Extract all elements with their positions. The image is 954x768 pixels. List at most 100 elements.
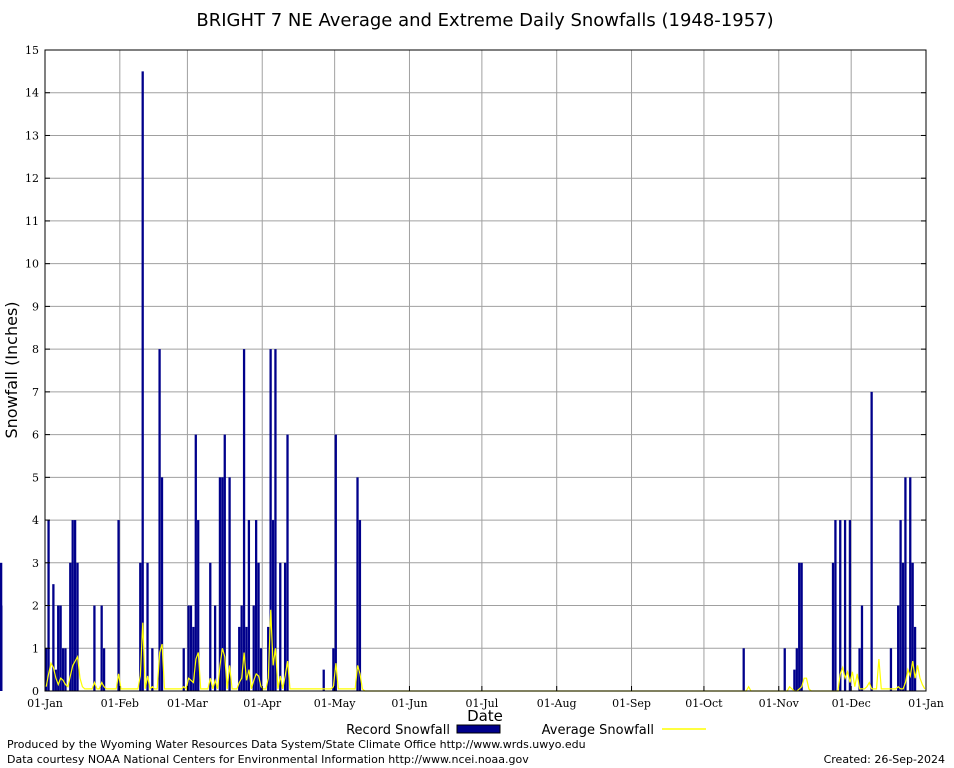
- record-snowfall-bar: [160, 477, 164, 691]
- record-snowfall-bar: [271, 520, 275, 691]
- y-tick-label: 0: [32, 685, 39, 698]
- record-snowfall-bar: [783, 648, 786, 691]
- x-tick-label: 01-Mar: [167, 697, 209, 710]
- record-snowfall-bar: [242, 349, 246, 691]
- record-snowfall-bar: [187, 605, 190, 691]
- record-snowfall-bar: [209, 562, 212, 691]
- y-tick-label: 1: [32, 642, 39, 655]
- record-snowfall-bar: [213, 605, 217, 691]
- record-snowfall-bar: [182, 648, 185, 691]
- record-snowfall-bar: [913, 626, 917, 691]
- grid: [45, 50, 926, 691]
- record-snowfall-bar: [860, 605, 864, 691]
- x-tick-label: 01-Oct: [685, 697, 723, 710]
- record-snowfall-bar: [356, 477, 359, 691]
- y-tick-label: 14: [25, 87, 39, 100]
- record-snowfall-bar: [197, 520, 200, 691]
- record-snowfall-bar: [899, 520, 902, 691]
- record-snowfall-bar: [221, 477, 224, 691]
- record-snowfall-bar: [793, 669, 796, 691]
- record-snowfall-bar: [322, 669, 325, 691]
- record-snowfall-bar: [194, 434, 197, 691]
- legend-average-label: Average Snowfall: [542, 723, 654, 738]
- record-snowfall-bar: [192, 626, 195, 691]
- record-snowfall-bar: [59, 605, 62, 691]
- record-snowfall-bar: [158, 349, 161, 691]
- record-snowfall-bar: [238, 626, 241, 691]
- record-snowfall-bar: [102, 648, 106, 691]
- y-tick-label: 15: [25, 44, 39, 57]
- x-tick-label: 01-Dec: [832, 697, 871, 710]
- record-snowfall-bar: [64, 648, 67, 691]
- y-tick-label: 6: [32, 429, 39, 442]
- record-snowfall-bar: [800, 562, 803, 691]
- y-tick-label: 3: [32, 557, 39, 570]
- record-snowfall-bar: [45, 648, 48, 691]
- y-tick-label: 12: [25, 172, 39, 185]
- record-snowfall-bar: [286, 434, 289, 691]
- record-snowfall-bar: [259, 648, 263, 691]
- record-snowfall-bar: [218, 477, 222, 691]
- legend-record-label: Record Snowfall: [346, 723, 450, 738]
- x-tick-label: 01-Jul: [466, 697, 499, 710]
- record-snowfall-bar: [73, 520, 77, 691]
- record-snowfall-bar: [228, 477, 231, 691]
- y-tick-label: 9: [32, 300, 39, 313]
- record-snowfall-bar: [798, 562, 801, 691]
- plot-frame: [44, 49, 927, 692]
- x-tick-label: 01-Aug: [537, 697, 577, 710]
- record-snowfall-bar: [247, 520, 251, 691]
- record-snowfall-bar: [257, 562, 260, 691]
- record-snowfall-bar: [139, 562, 142, 691]
- record-snowfall-bar: [69, 562, 72, 691]
- y-tick-label: 2: [32, 600, 39, 613]
- record-snowfall-bar: [870, 391, 873, 691]
- legend: Record Snowfall Average Snowfall: [346, 723, 706, 738]
- record-snowfall-bar: [909, 477, 912, 691]
- y-tick-label: 7: [32, 386, 39, 399]
- record-snowfall-bar: [358, 520, 362, 691]
- record-snowfall-bar: [254, 520, 258, 691]
- record-snowfall-bar: [93, 605, 96, 691]
- record-snowfall-bar: [742, 648, 745, 691]
- y-tick-label: 13: [25, 129, 39, 142]
- footer-credit-wrds: Produced by the Wyoming Water Resources …: [7, 738, 586, 751]
- record-snowfall-bar: [245, 626, 248, 691]
- y-tick-label: 10: [25, 258, 39, 271]
- footer-credit-ncei: Data courtesy NOAA National Centers for …: [7, 753, 529, 766]
- record-snowfall-bar: [795, 648, 798, 691]
- record-snowfall-bar: [332, 648, 335, 691]
- footer-created-date: Created: 26-Sep-2024: [823, 753, 945, 766]
- record-snowfall-bar: [71, 520, 74, 691]
- x-tick-label: 01-Jan: [27, 697, 63, 710]
- record-snowfall-bar: [279, 562, 282, 691]
- record-snowfall-bar: [834, 520, 837, 691]
- record-snowfall-bar: [901, 562, 905, 691]
- record-snowfall-bar: [897, 605, 900, 691]
- record-snowfall-bar: [858, 648, 861, 691]
- record-snowfall-bar: [839, 520, 842, 691]
- record-snowfall-bar: [911, 562, 914, 691]
- chart-title: BRIGHT 7 NE Average and Extreme Daily Sn…: [196, 10, 773, 31]
- y-axis-label: Snowfall (Inches): [2, 301, 21, 438]
- record-snowfall-bar: [848, 520, 852, 691]
- record-snowfall-bar: [334, 434, 337, 691]
- x-tick-label: 01-Apr: [243, 697, 282, 710]
- x-tick-label: 01-Jan: [908, 697, 944, 710]
- record-snowfall-bar: [283, 562, 287, 691]
- y-tick-label: 8: [32, 343, 39, 356]
- record-snowfall-bar: [252, 605, 255, 691]
- record-snowfall-bar: [117, 520, 120, 691]
- legend-record-swatch: [456, 724, 501, 734]
- record-snowfall-bar: [76, 562, 79, 691]
- x-tick-label: 01-Feb: [101, 697, 139, 710]
- record-snowfall-bar: [52, 584, 55, 691]
- record-snowfall-bar: [141, 71, 144, 691]
- x-tick-label: 01-Nov: [759, 697, 800, 710]
- record-snowfall-bar: [240, 605, 243, 691]
- x-axis-ticks: 01-Jan 01-Feb 01-Mar 01-Apr 01-May 01-Jun 01-J…: [27, 686, 944, 710]
- record-snowfall-bar: [0, 605, 3, 691]
- record-snowfall-bar: [57, 605, 60, 691]
